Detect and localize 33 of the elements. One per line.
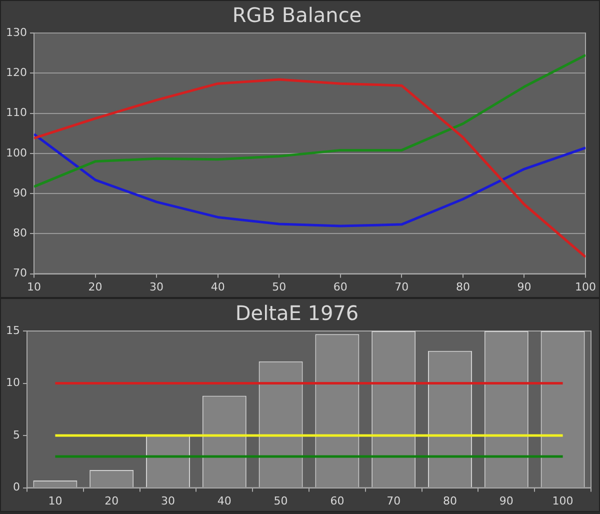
x-tick-label: 90: [517, 280, 532, 294]
x-tick-label: 40: [210, 280, 225, 294]
x-tick-label: 50: [274, 494, 288, 508]
x-tick-label: 10: [26, 280, 41, 294]
y-tick-label: 5: [12, 428, 20, 442]
y-tick-label: 90: [12, 186, 27, 200]
x-tick-label: 30: [161, 494, 175, 508]
x-tick-label: 70: [386, 494, 401, 508]
y-tick-label: 10: [6, 376, 20, 390]
x-tick-label: 50: [272, 280, 286, 294]
x-tick-label: 60: [333, 280, 348, 294]
x-tick-label: 30: [150, 280, 164, 294]
y-tick-label: 15: [6, 324, 20, 337]
y-tick-label: 130: [6, 26, 27, 39]
x-tick-label: 100: [575, 280, 596, 294]
x-tick-label: 40: [217, 494, 232, 508]
x-tick-label: 60: [330, 494, 344, 508]
x-tick-label: 20: [88, 280, 102, 294]
x-tick-label: 80: [456, 280, 470, 294]
y-tick-label: 110: [6, 106, 27, 120]
chart-title: RGB Balance: [232, 3, 362, 28]
x-tick-label: 10: [48, 494, 62, 508]
x-tick-label: 80: [443, 494, 457, 508]
x-tick-label: 90: [499, 494, 514, 508]
y-tick-label: 70: [12, 266, 27, 280]
chart-title: DeltaE 1976: [235, 301, 359, 326]
y-tick-label: 0: [12, 480, 20, 494]
x-tick-label: 70: [394, 280, 409, 294]
x-tick-label: 20: [104, 494, 119, 508]
y-tick-label: 120: [6, 66, 27, 79]
x-tick-label: 100: [552, 494, 574, 508]
y-tick-label: 100: [6, 146, 27, 160]
y-tick-label: 80: [12, 226, 27, 240]
